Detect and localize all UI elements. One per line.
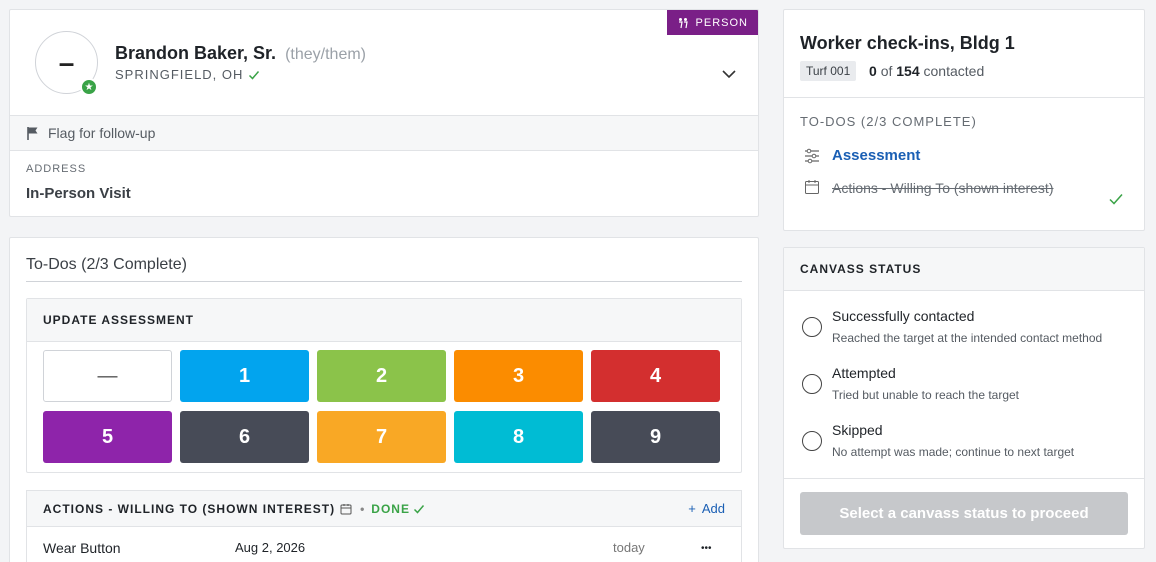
person-location: SPRINGFIELD, OH bbox=[115, 67, 244, 82]
add-label: Add bbox=[701, 501, 725, 516]
actions-heading: ACTIONS - WILLING TO (SHOWN INTEREST) bbox=[43, 501, 336, 516]
done-status: DONE bbox=[371, 502, 425, 516]
calendar-icon bbox=[340, 503, 352, 514]
walklist-todos-heading: TO-DOS (2/3 COMPLETE) bbox=[800, 114, 977, 129]
contacted-total: 154 bbox=[896, 63, 920, 79]
assessment-option-3[interactable]: 3 bbox=[454, 350, 583, 402]
canvass-heading: CANVASS STATUS bbox=[784, 248, 1144, 291]
option-label: Successfully contacted bbox=[832, 308, 975, 324]
action-when: today bbox=[613, 540, 645, 555]
radio-button[interactable] bbox=[802, 431, 822, 451]
assessment-link[interactable]: Assessment bbox=[832, 147, 921, 164]
proceed-button[interactable]: Select a canvass status to proceed bbox=[800, 492, 1128, 535]
person-badge: PERSON bbox=[666, 10, 758, 35]
person-card: PERSON – ★ Brandon Baker, Sr. (they/them… bbox=[9, 9, 759, 217]
assessment-option-5[interactable]: 5 bbox=[43, 411, 172, 463]
flag-label: Flag for follow-up bbox=[48, 125, 156, 141]
person-name-row: Brandon Baker, Sr. (they/them) bbox=[115, 43, 366, 64]
assessment-grid: — 1 2 3 4 5 6 7 8 9 bbox=[43, 350, 720, 463]
address-value: In-Person Visit bbox=[26, 185, 131, 202]
divider bbox=[784, 97, 1144, 98]
option-description: No attempt was made; continue to next ta… bbox=[832, 445, 1075, 459]
todos-card: To-Dos (2/3 Complete) UPDATE ASSESSMENT … bbox=[9, 237, 759, 562]
walklist-card: Worker check-ins, Bldg 1 Turf 001 0 of 1… bbox=[783, 9, 1145, 231]
assessment-panel: UPDATE ASSESSMENT — 1 2 3 4 5 6 7 8 9 bbox=[26, 298, 742, 473]
flag-follow-up-button[interactable]: Flag for follow-up bbox=[10, 115, 758, 151]
radio-button[interactable] bbox=[802, 317, 822, 337]
person-name: Brandon Baker, Sr. bbox=[115, 43, 277, 63]
assessment-option-none[interactable]: — bbox=[43, 350, 172, 402]
action-date: Aug 2, 2026 bbox=[235, 540, 306, 555]
option-label: Skipped bbox=[832, 422, 883, 438]
assessment-option-4[interactable]: 4 bbox=[591, 350, 720, 402]
assessment-option-6[interactable]: 6 bbox=[180, 411, 309, 463]
flag-icon bbox=[27, 127, 38, 140]
check-icon bbox=[413, 504, 425, 514]
sliders-icon bbox=[805, 148, 819, 164]
calendar-icon bbox=[805, 180, 819, 194]
assessment-option-1[interactable]: 1 bbox=[180, 350, 309, 402]
actions-panel: ACTIONS - WILLING TO (SHOWN INTEREST) • … bbox=[26, 490, 742, 562]
contacted-count: 0 bbox=[869, 63, 877, 79]
assessment-option-2[interactable]: 2 bbox=[317, 350, 446, 402]
actions-todo-item[interactable]: Actions - Willing To (shown interest) bbox=[832, 180, 1054, 196]
contacted-summary: 0 of 154 contacted bbox=[869, 63, 984, 79]
plus-icon: + bbox=[688, 501, 696, 516]
assessment-option-9[interactable]: 9 bbox=[591, 411, 720, 463]
turf-badge: Turf 001 bbox=[800, 61, 857, 81]
actions-header: ACTIONS - WILLING TO (SHOWN INTEREST) • … bbox=[27, 491, 741, 527]
verified-icon: ★ bbox=[80, 78, 98, 96]
more-options-icon[interactable]: ••• bbox=[701, 543, 712, 554]
canvass-status-card: CANVASS STATUS Successfully contacted Re… bbox=[783, 247, 1145, 549]
bullet-separator: • bbox=[360, 501, 366, 516]
divider bbox=[784, 478, 1144, 479]
divider bbox=[26, 281, 742, 282]
radio-button[interactable] bbox=[802, 374, 822, 394]
option-label: Attempted bbox=[832, 365, 896, 381]
table-row: Wear Button Aug 2, 2026 today ••• bbox=[27, 527, 741, 562]
person-location-row: SPRINGFIELD, OH bbox=[115, 67, 260, 82]
assessment-option-7[interactable]: 7 bbox=[317, 411, 446, 463]
option-description: Tried but unable to reach the target bbox=[832, 388, 1020, 402]
add-action-button[interactable]: + Add bbox=[688, 501, 725, 516]
people-icon bbox=[678, 17, 688, 28]
address-label: ADDRESS bbox=[26, 163, 87, 175]
chevron-down-icon[interactable] bbox=[720, 65, 738, 83]
todos-title: To-Dos (2/3 Complete) bbox=[26, 256, 187, 273]
assessment-option-8[interactable]: 8 bbox=[454, 411, 583, 463]
avatar: – bbox=[35, 31, 98, 94]
action-name: Wear Button bbox=[43, 540, 121, 556]
person-pronouns: (they/them) bbox=[285, 46, 366, 63]
avatar-initial: – bbox=[58, 46, 75, 78]
assessment-heading: UPDATE ASSESSMENT bbox=[27, 299, 741, 342]
done-label: DONE bbox=[371, 501, 410, 516]
contacted-of: of bbox=[880, 63, 893, 79]
check-icon bbox=[249, 70, 260, 80]
walklist-title: Worker check-ins, Bldg 1 bbox=[800, 33, 1015, 53]
contacted-suffix: contacted bbox=[923, 63, 985, 79]
option-description: Reached the target at the intended conta… bbox=[832, 331, 1103, 345]
person-badge-label: PERSON bbox=[695, 16, 748, 29]
check-icon bbox=[1109, 194, 1123, 205]
